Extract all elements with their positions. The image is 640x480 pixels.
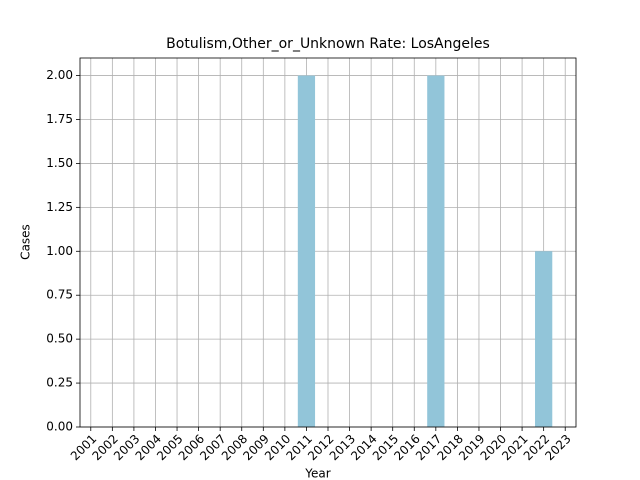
chart-title: Botulism,Other_or_Unknown Rate: LosAngel… (166, 36, 490, 52)
y-tick-label: 2.00 (46, 68, 73, 82)
plot-frame (79, 57, 577, 428)
y-tick-label: 0.25 (46, 376, 73, 390)
y-tick-label: 0.75 (46, 288, 73, 302)
y-tick-label: 0.50 (46, 332, 73, 346)
y-tick-label: 1.75 (46, 112, 73, 126)
y-tick-label: 0.00 (46, 420, 73, 434)
y-tick-label: 1.25 (46, 200, 73, 214)
bar (297, 75, 316, 428)
y-axis-label: Cases (19, 224, 33, 260)
y-tick-label: 1.50 (46, 156, 73, 170)
bar (535, 251, 553, 427)
y-tick-label: 1.00 (46, 244, 73, 258)
x-axis-label: Year (304, 467, 330, 480)
bar (427, 75, 445, 428)
